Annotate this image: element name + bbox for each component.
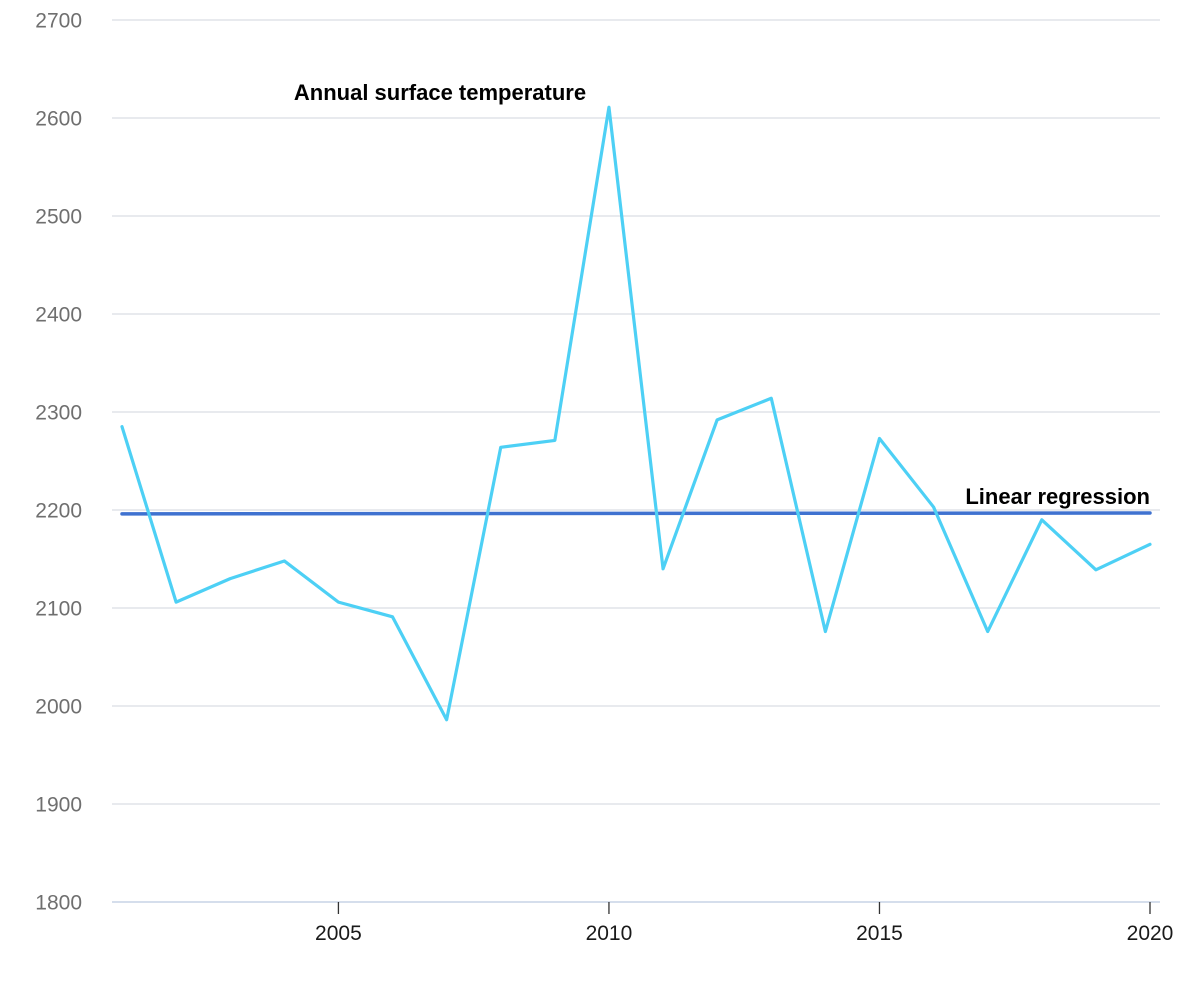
x-tick-label: 2005 (315, 922, 362, 945)
linear-regression-label: Linear regression (965, 484, 1150, 509)
gridlines (112, 19, 1160, 805)
y-axis-tick-labels: 1800 1900 2000 2100 2200 2300 2400 2500 2600 2700 (35, 10, 82, 915)
x-axis (112, 901, 1160, 914)
y-tick-label: 2100 (35, 598, 82, 621)
y-tick-label: 2000 (35, 696, 82, 719)
y-tick-label: 2500 (35, 206, 82, 229)
annual-surface-temperature-label: Annual surface temperature (294, 80, 586, 105)
y-tick-label: 1900 (35, 794, 82, 817)
x-tick-label: 2010 (586, 922, 633, 945)
y-tick-label: 2600 (35, 108, 82, 131)
y-tick-label: 1800 (35, 892, 82, 915)
x-tick-label: 2020 (1127, 922, 1174, 945)
x-tick-label: 2015 (856, 922, 903, 945)
y-tick-label: 2700 (35, 10, 82, 33)
y-tick-label: 2400 (35, 304, 82, 327)
y-tick-label: 2300 (35, 402, 82, 425)
y-tick-label: 2200 (35, 500, 82, 523)
series-lines (120, 105, 1152, 722)
linear-regression-line (120, 511, 1152, 516)
annual-surface-temperature-line (120, 105, 1152, 722)
series-labels: Annual surface temperature Linear regress… (294, 80, 1150, 509)
x-axis-tick-labels: 2005 2010 2015 2020 (315, 922, 1173, 945)
